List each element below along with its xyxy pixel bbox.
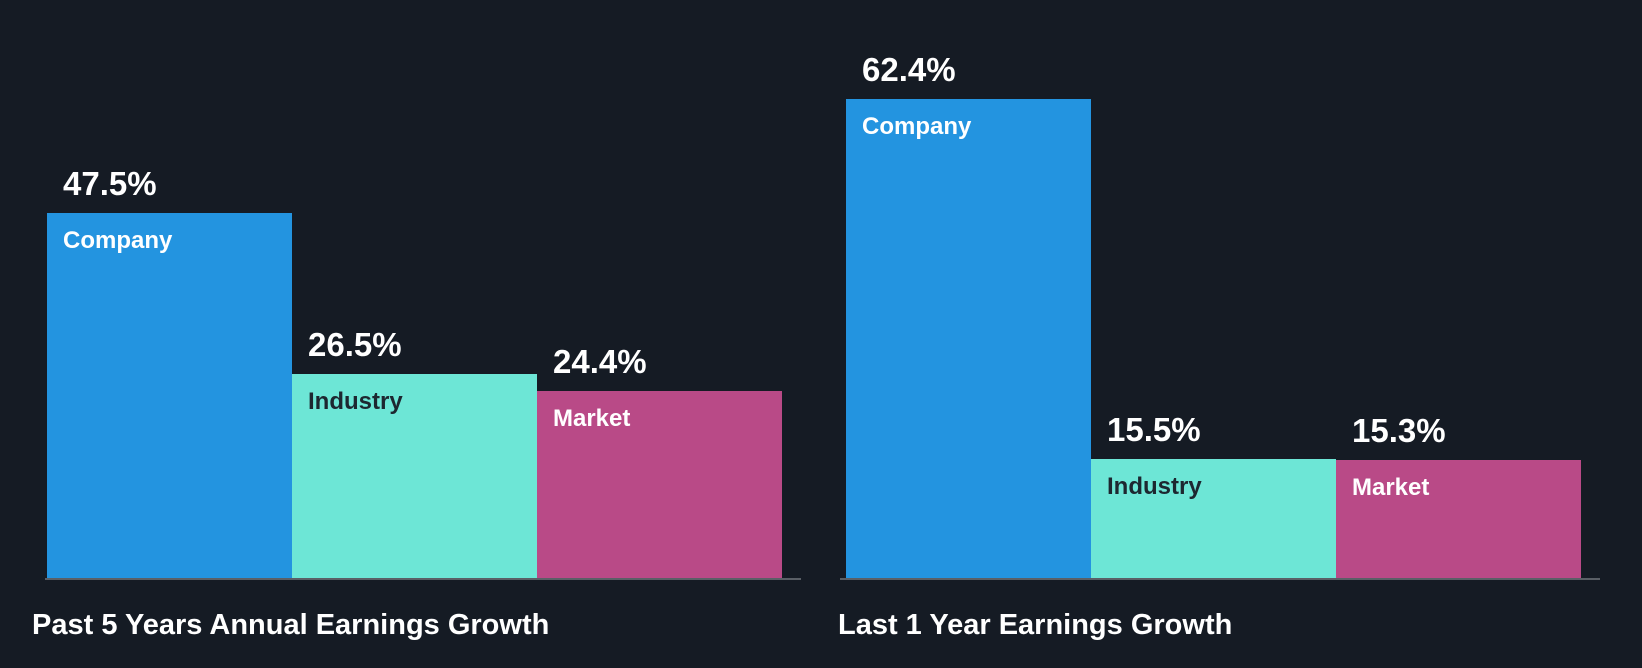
bar-category-label: Market <box>553 405 631 432</box>
bar-value-label: 62.4% <box>862 51 956 88</box>
bar-category-label: Industry <box>1107 473 1202 500</box>
bar-market: Market <box>537 391 782 578</box>
last-1-year-chart: Last 1 Year Earnings Growth Company 62.4%… <box>838 0 1600 668</box>
x-axis-baseline <box>840 578 1600 580</box>
bar-industry: Industry <box>292 374 537 578</box>
bar-industry: Industry <box>1091 459 1336 578</box>
bar-company: Company <box>846 99 1091 578</box>
chart-title: Last 1 Year Earnings Growth <box>838 609 1233 641</box>
bar-value-label: 26.5% <box>308 326 402 363</box>
bar-category-label: Market <box>1352 474 1430 501</box>
bar-value-label: 24.4% <box>553 343 647 380</box>
x-axis-baseline <box>45 578 801 580</box>
bar-company: Company <box>47 213 292 578</box>
bar-category-label: Industry <box>308 388 403 415</box>
bar-category-label: Company <box>862 113 972 140</box>
bar-market: Market <box>1336 460 1581 578</box>
chart-title: Past 5 Years Annual Earnings Growth <box>32 609 550 641</box>
past-5-years-chart: Past 5 Years Annual Earnings Growth Comp… <box>32 0 801 668</box>
bar-value-label: 47.5% <box>63 165 157 202</box>
bar-category-label: Company <box>63 227 173 254</box>
bar-value-label: 15.3% <box>1352 412 1446 449</box>
bar-value-label: 15.5% <box>1107 411 1201 448</box>
